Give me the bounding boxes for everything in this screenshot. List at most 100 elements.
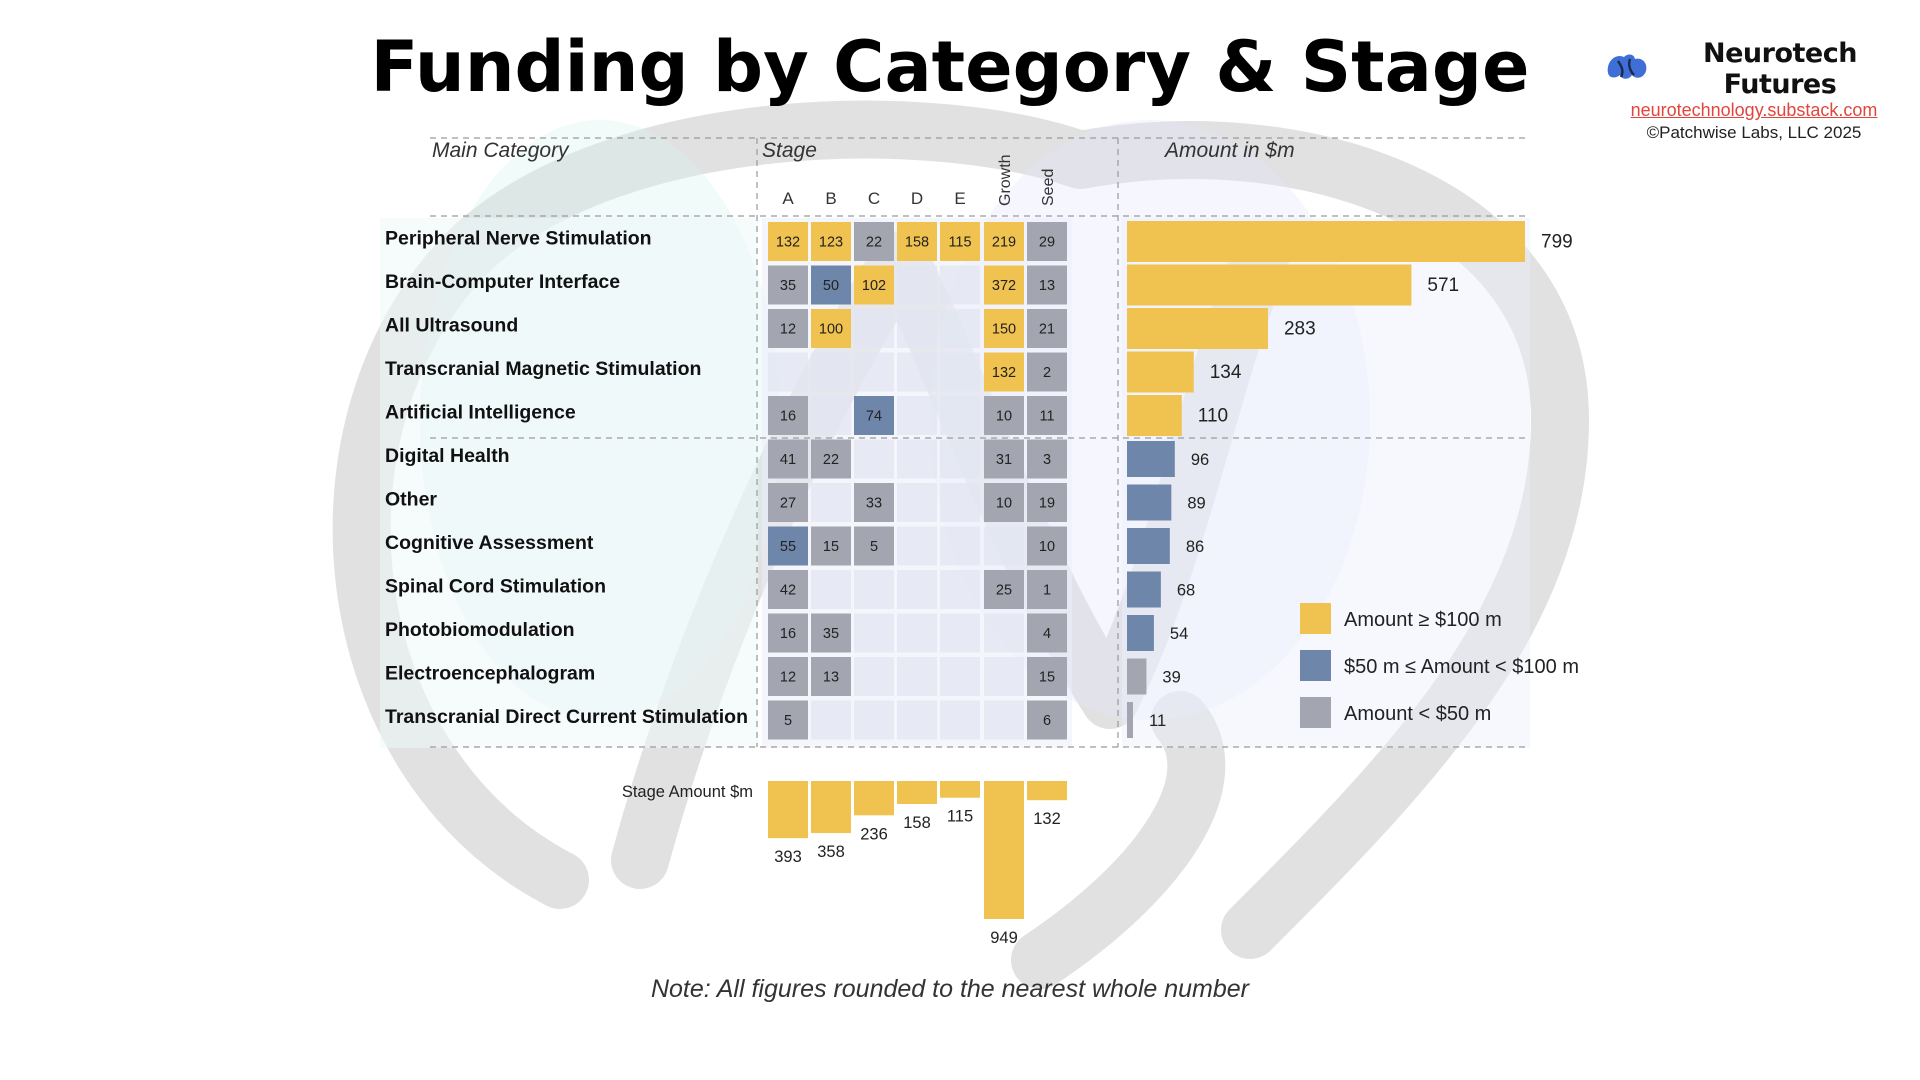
heatmap-cell-value: 25	[996, 583, 1012, 599]
category-label: Electroencephalogram	[385, 663, 595, 685]
heatmap-cell-value: 10	[996, 409, 1012, 425]
heatmap-cell-value: 123	[819, 235, 843, 251]
heatmap-cell	[897, 570, 937, 609]
category-label: Cognitive Assessment	[385, 532, 594, 554]
heatmap-cell	[984, 265, 1024, 305]
heatmap-cell	[984, 657, 1024, 696]
heatmap-cell-value: 22	[823, 452, 839, 468]
heatmap-cell	[897, 309, 937, 348]
total-bar-value: 54	[1170, 625, 1188, 643]
stage-total-value: 949	[990, 929, 1018, 947]
stage-total-bar	[1027, 781, 1067, 801]
heatmap-cell	[854, 483, 894, 522]
heatmap-cell	[811, 309, 851, 348]
heatmap-cell	[854, 526, 894, 566]
heatmap-cell	[768, 222, 808, 261]
heatmap-cell-value: 15	[823, 539, 839, 555]
heatmap-cell-value: 15	[1039, 670, 1055, 686]
footnote: Note: All figures rounded to the nearest…	[650, 975, 1250, 1003]
total-bar-value: 11	[1149, 712, 1166, 730]
heatmap-cell-value: 150	[992, 322, 1016, 338]
heatmap-cell-value: 132	[992, 365, 1016, 381]
heatmap-cell-value: 33	[866, 496, 882, 512]
heatmap-cell	[984, 309, 1024, 348]
heatmap-cell-value: 12	[780, 670, 796, 686]
heatmap-cell	[768, 396, 808, 435]
stage-total-value: 115	[947, 808, 973, 826]
heatmap-cell-value: 13	[1039, 278, 1055, 294]
heatmap-cell-value: 10	[1039, 539, 1055, 555]
stage-total-value: 236	[860, 825, 888, 843]
legend-swatch-mid	[1300, 650, 1331, 681]
legend-swatch-high	[1300, 603, 1331, 634]
category-label: Digital Health	[385, 445, 510, 467]
heatmap-cell	[768, 570, 808, 609]
stage-total-bar	[768, 781, 808, 839]
brand-block: Neurotech Futures neurotechnology.substa…	[1604, 38, 1904, 143]
brand-copyright: ©Patchwise Labs, LLC 2025	[1646, 123, 1862, 142]
total-bar-value: 283	[1284, 319, 1316, 340]
total-bar	[1127, 571, 1161, 608]
heatmap-cell-value: 41	[780, 452, 796, 468]
heatmap-cell	[768, 352, 808, 392]
total-bar	[1127, 351, 1194, 393]
heatmap-cell	[811, 613, 851, 653]
stage-amount-label: Stage Amount $m	[622, 783, 753, 801]
amount-column-header: Amount in $m	[1163, 139, 1295, 162]
heatmap-cell	[940, 396, 980, 435]
total-bar	[1127, 528, 1170, 564]
legend-label-low: Amount < $50 m	[1344, 703, 1491, 725]
heatmap-cell	[897, 483, 937, 522]
heatmap-cell-value: 19	[1039, 496, 1055, 512]
brain-icon	[1604, 51, 1650, 88]
heatmap-cell	[811, 352, 851, 392]
heatmap-cell	[984, 352, 1024, 392]
heatmap-cell-value: 1	[1043, 583, 1051, 599]
stage-label-b: B	[825, 189, 836, 208]
heatmap-cell	[1027, 700, 1067, 740]
total-bar-value: 89	[1187, 495, 1205, 513]
heatmap-cell	[811, 483, 851, 522]
category-label: Peripheral Nerve Stimulation	[385, 228, 652, 250]
heatmap-cell	[984, 613, 1024, 653]
stage-label-growth: Growth	[997, 154, 1014, 206]
heatmap-cell-value: 13	[823, 670, 839, 686]
heatmap-cell	[940, 700, 980, 740]
stage-total-value: 132	[1033, 810, 1061, 828]
heatmap-cell	[897, 265, 937, 305]
heatmap-cell	[1027, 309, 1067, 348]
heatmap-cell-value: 4	[1043, 626, 1051, 642]
total-bar-value: 86	[1186, 538, 1204, 556]
heatmap-cell-value: 2	[1043, 365, 1051, 381]
heatmap-cell	[1027, 396, 1067, 435]
heatmap-cell	[1027, 222, 1067, 261]
heatmap-cell	[1027, 657, 1067, 696]
brand-url-link[interactable]: neurotechnology.substack.com	[1630, 100, 1878, 120]
heatmap-cell	[854, 222, 894, 261]
heatmap-cell-value: 55	[780, 539, 796, 555]
heatmap-cell	[854, 439, 894, 479]
heatmap-cell-value: 31	[996, 452, 1012, 468]
category-label: Spinal Cord Stimulation	[385, 576, 606, 598]
heatmap-cell	[1027, 265, 1067, 305]
heatmap-cell	[768, 483, 808, 522]
page-title: Funding by Category & Stage	[370, 26, 1530, 108]
heatmap-cell	[854, 613, 894, 653]
heatmap-cell-value: 3	[1043, 452, 1051, 468]
stage-label-a: A	[782, 189, 794, 208]
heatmap-cell	[940, 309, 980, 348]
heatmap-cell-value: 372	[992, 278, 1016, 294]
heatmap-cell	[811, 439, 851, 479]
stage-total-value: 158	[903, 814, 931, 832]
heatmap-cell-value: 115	[948, 235, 971, 251]
heatmap-cell	[984, 526, 1024, 566]
heatmap-cell	[854, 265, 894, 305]
total-bar-value: 799	[1541, 232, 1573, 253]
stage-column-header: Stage	[762, 139, 817, 162]
heatmap-cell	[854, 657, 894, 696]
heatmap-cell-value: 6	[1043, 713, 1051, 729]
heatmap-cell	[768, 439, 808, 479]
heatmap-cell	[984, 222, 1024, 261]
stage-total-value: 358	[817, 843, 845, 861]
